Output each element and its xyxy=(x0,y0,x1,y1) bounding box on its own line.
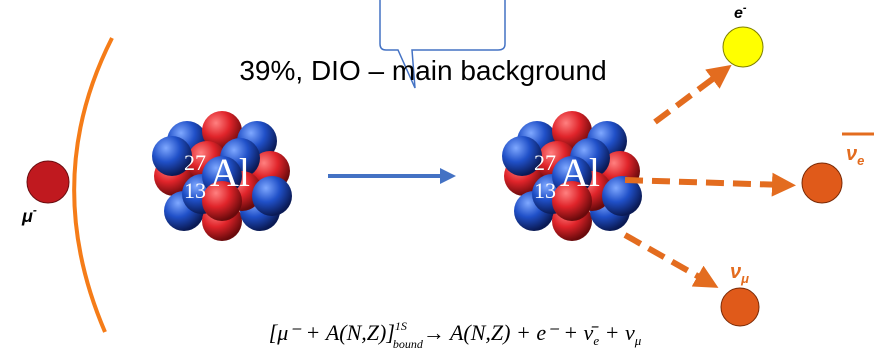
antineutrino-arrow xyxy=(625,180,784,185)
nucleon xyxy=(252,176,292,216)
electron-arrow xyxy=(655,72,722,122)
title: 39%, DIO – main background xyxy=(239,55,606,86)
element: Al xyxy=(210,150,250,195)
muon-label: μ- xyxy=(21,203,37,226)
muon-neutrino-label: νμ xyxy=(730,261,749,286)
atomic-number: 13 xyxy=(534,178,556,203)
mass-number: 27 xyxy=(184,150,206,175)
muon-orbit xyxy=(74,38,112,332)
mass-number: 27 xyxy=(534,150,556,175)
diagram: 39%, DIO – main background μ- 2713Al 271… xyxy=(0,0,887,361)
electron xyxy=(723,27,763,67)
muon-neutrino xyxy=(721,288,759,326)
element: Al xyxy=(560,150,600,195)
electron-label: e- xyxy=(734,2,747,22)
atomic-number: 13 xyxy=(184,178,206,203)
neutrino-arrow xyxy=(625,235,708,282)
antineutrino xyxy=(802,163,842,203)
antineutrino-label: νe xyxy=(846,143,864,168)
muon xyxy=(27,161,69,203)
